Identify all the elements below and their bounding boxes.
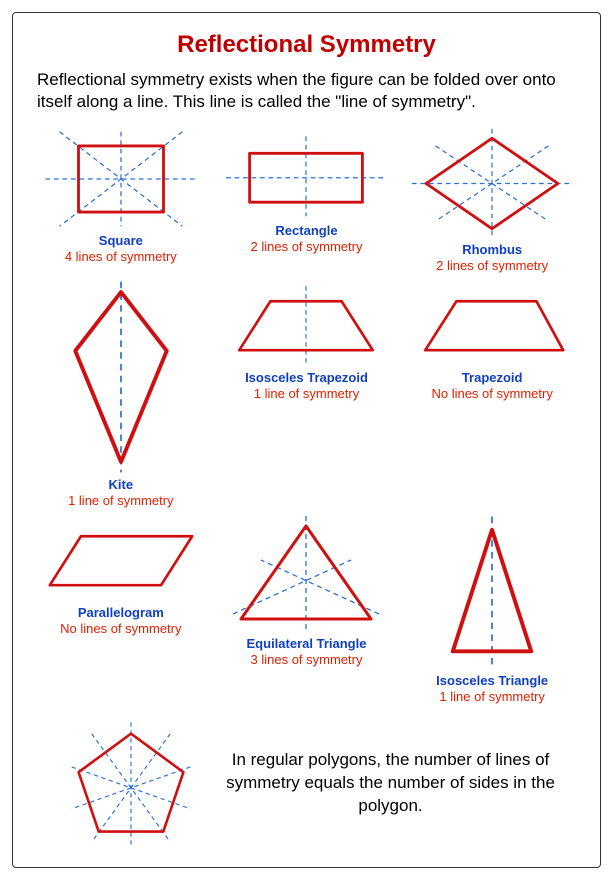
shape-count: No lines of symmetry — [431, 386, 552, 401]
info-card: Reflectional Symmetry Reflectional symme… — [12, 12, 601, 868]
shape-svg-iso-trap — [221, 279, 391, 368]
pentagon-figure — [61, 718, 201, 849]
footer-row: In regular polygons, the number of lines… — [31, 718, 582, 849]
shape-name: Isosceles Triangle — [436, 673, 548, 688]
shape-svg-eq-triangle — [221, 514, 391, 634]
shape-cell-rectangle: Rectangle2 lines of symmetry — [217, 127, 397, 273]
shape-name: Isosceles Trapezoid — [245, 370, 368, 385]
shape-cell-trapezoid: TrapezoidNo lines of symmetry — [402, 279, 582, 508]
shape-cell-rhombus: Rhombus2 lines of symmetry — [402, 127, 582, 273]
intro-text: Reflectional symmetry exists when the fi… — [37, 69, 576, 113]
shape-count: 1 line of symmetry — [68, 493, 173, 508]
shape-name: Rhombus — [462, 242, 522, 257]
shape-svg-rectangle — [221, 127, 391, 221]
shape-count: 2 lines of symmetry — [251, 239, 363, 254]
page-title: Reflectional Symmetry — [31, 31, 582, 59]
shape-svg-kite — [36, 279, 206, 475]
shape-svg-parallelogram — [36, 514, 206, 603]
shape-count: 2 lines of symmetry — [436, 258, 548, 273]
shape-svg-trapezoid — [407, 279, 577, 368]
pentagon-svg — [61, 718, 201, 849]
shape-cell-iso-trap: Isosceles Trapezoid1 line of symmetry — [217, 279, 397, 508]
shape-count: 4 lines of symmetry — [65, 249, 177, 264]
shape-cell-kite: Kite1 line of symmetry — [31, 279, 211, 508]
footer-text: In regular polygons, the number of lines… — [219, 749, 562, 818]
shape-count: 1 line of symmetry — [439, 689, 544, 704]
shape-name: Square — [99, 233, 143, 248]
shape-svg-iso-triangle — [407, 514, 577, 671]
shape-cell-square: Square4 lines of symmetry — [31, 127, 211, 273]
shape-name: Trapezoid — [462, 370, 523, 385]
shapes-grid: Square4 lines of symmetryRectangle2 line… — [31, 127, 582, 704]
shape-count: 3 lines of symmetry — [251, 652, 363, 667]
shape-cell-eq-triangle: Equilateral Triangle3 lines of symmetry — [217, 514, 397, 704]
shape-cell-parallelogram: ParallelogramNo lines of symmetry — [31, 514, 211, 704]
shape-name: Kite — [109, 477, 134, 492]
shape-count: No lines of symmetry — [60, 621, 181, 636]
shape-cell-iso-triangle: Isosceles Triangle1 line of symmetry — [402, 514, 582, 704]
shape-name: Parallelogram — [78, 605, 164, 620]
shape-name: Rectangle — [275, 223, 337, 238]
shape-name: Equilateral Triangle — [247, 636, 367, 651]
shape-svg-rhombus — [407, 127, 577, 240]
shape-count: 1 line of symmetry — [254, 386, 359, 401]
shape-svg-square — [36, 127, 206, 231]
